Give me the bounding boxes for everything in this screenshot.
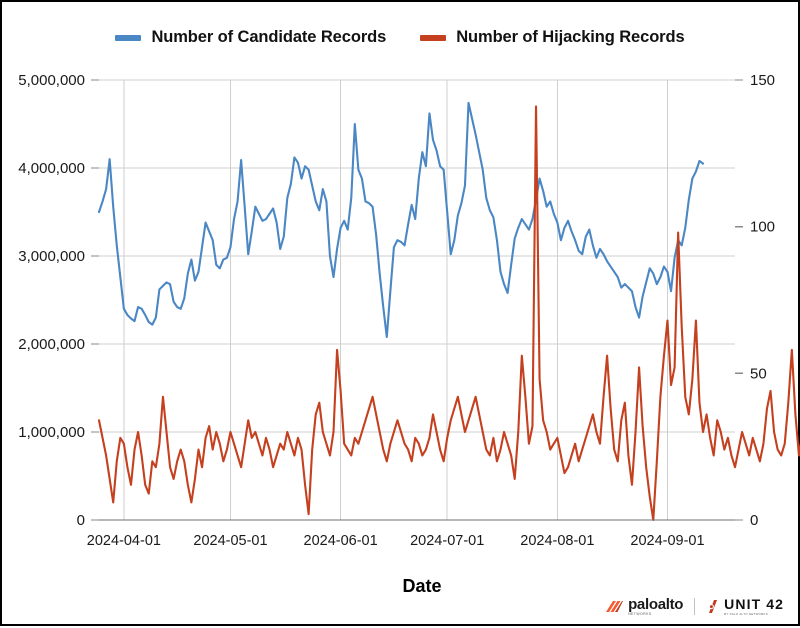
legend-label-hijacking-records: Number of Hijacking Records bbox=[456, 28, 685, 46]
y-axis-right-tick-label: 0 bbox=[750, 512, 758, 529]
unit42-logo-icon bbox=[709, 599, 718, 613]
footer-logos: paloalto NETWORKS UNIT 42 BY PALO ALTO N… bbox=[604, 597, 784, 616]
y-axis-right-tick-label: 100 bbox=[750, 219, 775, 236]
paloalto-logo: paloalto NETWORKS bbox=[604, 597, 683, 616]
x-axis-tick-label: 2024-05-01 bbox=[193, 533, 267, 549]
y-axis-left-tick-label: 2,000,000 bbox=[18, 336, 85, 353]
y-axis-left-tick-label: 5,000,000 bbox=[18, 72, 85, 89]
y-axis-right-tick-label: 50 bbox=[750, 365, 767, 382]
y-axis-left-tick-label: 4,000,000 bbox=[18, 160, 85, 177]
series-line-number-of-candidate-records bbox=[97, 101, 705, 339]
y-axis-right-tick-label: 150 bbox=[750, 72, 775, 89]
x-axis-tick-label: 2024-09-01 bbox=[630, 533, 704, 549]
x-axis-title: Date bbox=[402, 576, 441, 596]
x-axis-tick-label: 2024-07-01 bbox=[410, 533, 484, 549]
x-axis-tick-label: 2024-06-01 bbox=[304, 533, 378, 549]
paloalto-logo-text: paloalto bbox=[628, 595, 684, 613]
chart-legend: Number of Candidate Records Number of Hi… bbox=[2, 28, 798, 47]
legend-item-candidate-records: Number of Candidate Records bbox=[115, 28, 386, 47]
line-swatch-icon bbox=[420, 34, 447, 41]
gridlines bbox=[99, 79, 735, 520]
x-axis-tick-label: 2024-04-01 bbox=[87, 533, 161, 549]
x-axis-tick-label: 2024-08-01 bbox=[520, 533, 594, 549]
y-axis-left-tick-label: 1,000,000 bbox=[18, 424, 85, 441]
unit42-logo: UNIT 42 BY PALO ALTO NETWORKS bbox=[706, 597, 784, 615]
logo-divider bbox=[694, 597, 696, 615]
series-lines bbox=[97, 101, 800, 522]
unit42-logo-text: UNIT 42 bbox=[724, 596, 784, 613]
y-axis-left-tick-label: 0 bbox=[77, 512, 85, 529]
paloalto-logo-icon bbox=[606, 600, 624, 612]
unit42-logo-subtext: BY PALO ALTO NETWORKS bbox=[724, 611, 769, 616]
legend-item-hijacking-records: Number of Hijacking Records bbox=[420, 28, 685, 47]
series-line-number-of-hijacking-records bbox=[97, 105, 800, 522]
y-axis-left-tick-label: 3,000,000 bbox=[18, 248, 85, 265]
paloalto-logo-subtext: NETWORKS bbox=[628, 611, 652, 616]
line-swatch-icon bbox=[115, 34, 142, 41]
axis-labels: 0 1,000,000 2,000,000 3,000,000 4,000,000 5,0… bbox=[18, 72, 775, 549]
legend-label-candidate-records: Number of Candidate Records bbox=[151, 28, 387, 46]
